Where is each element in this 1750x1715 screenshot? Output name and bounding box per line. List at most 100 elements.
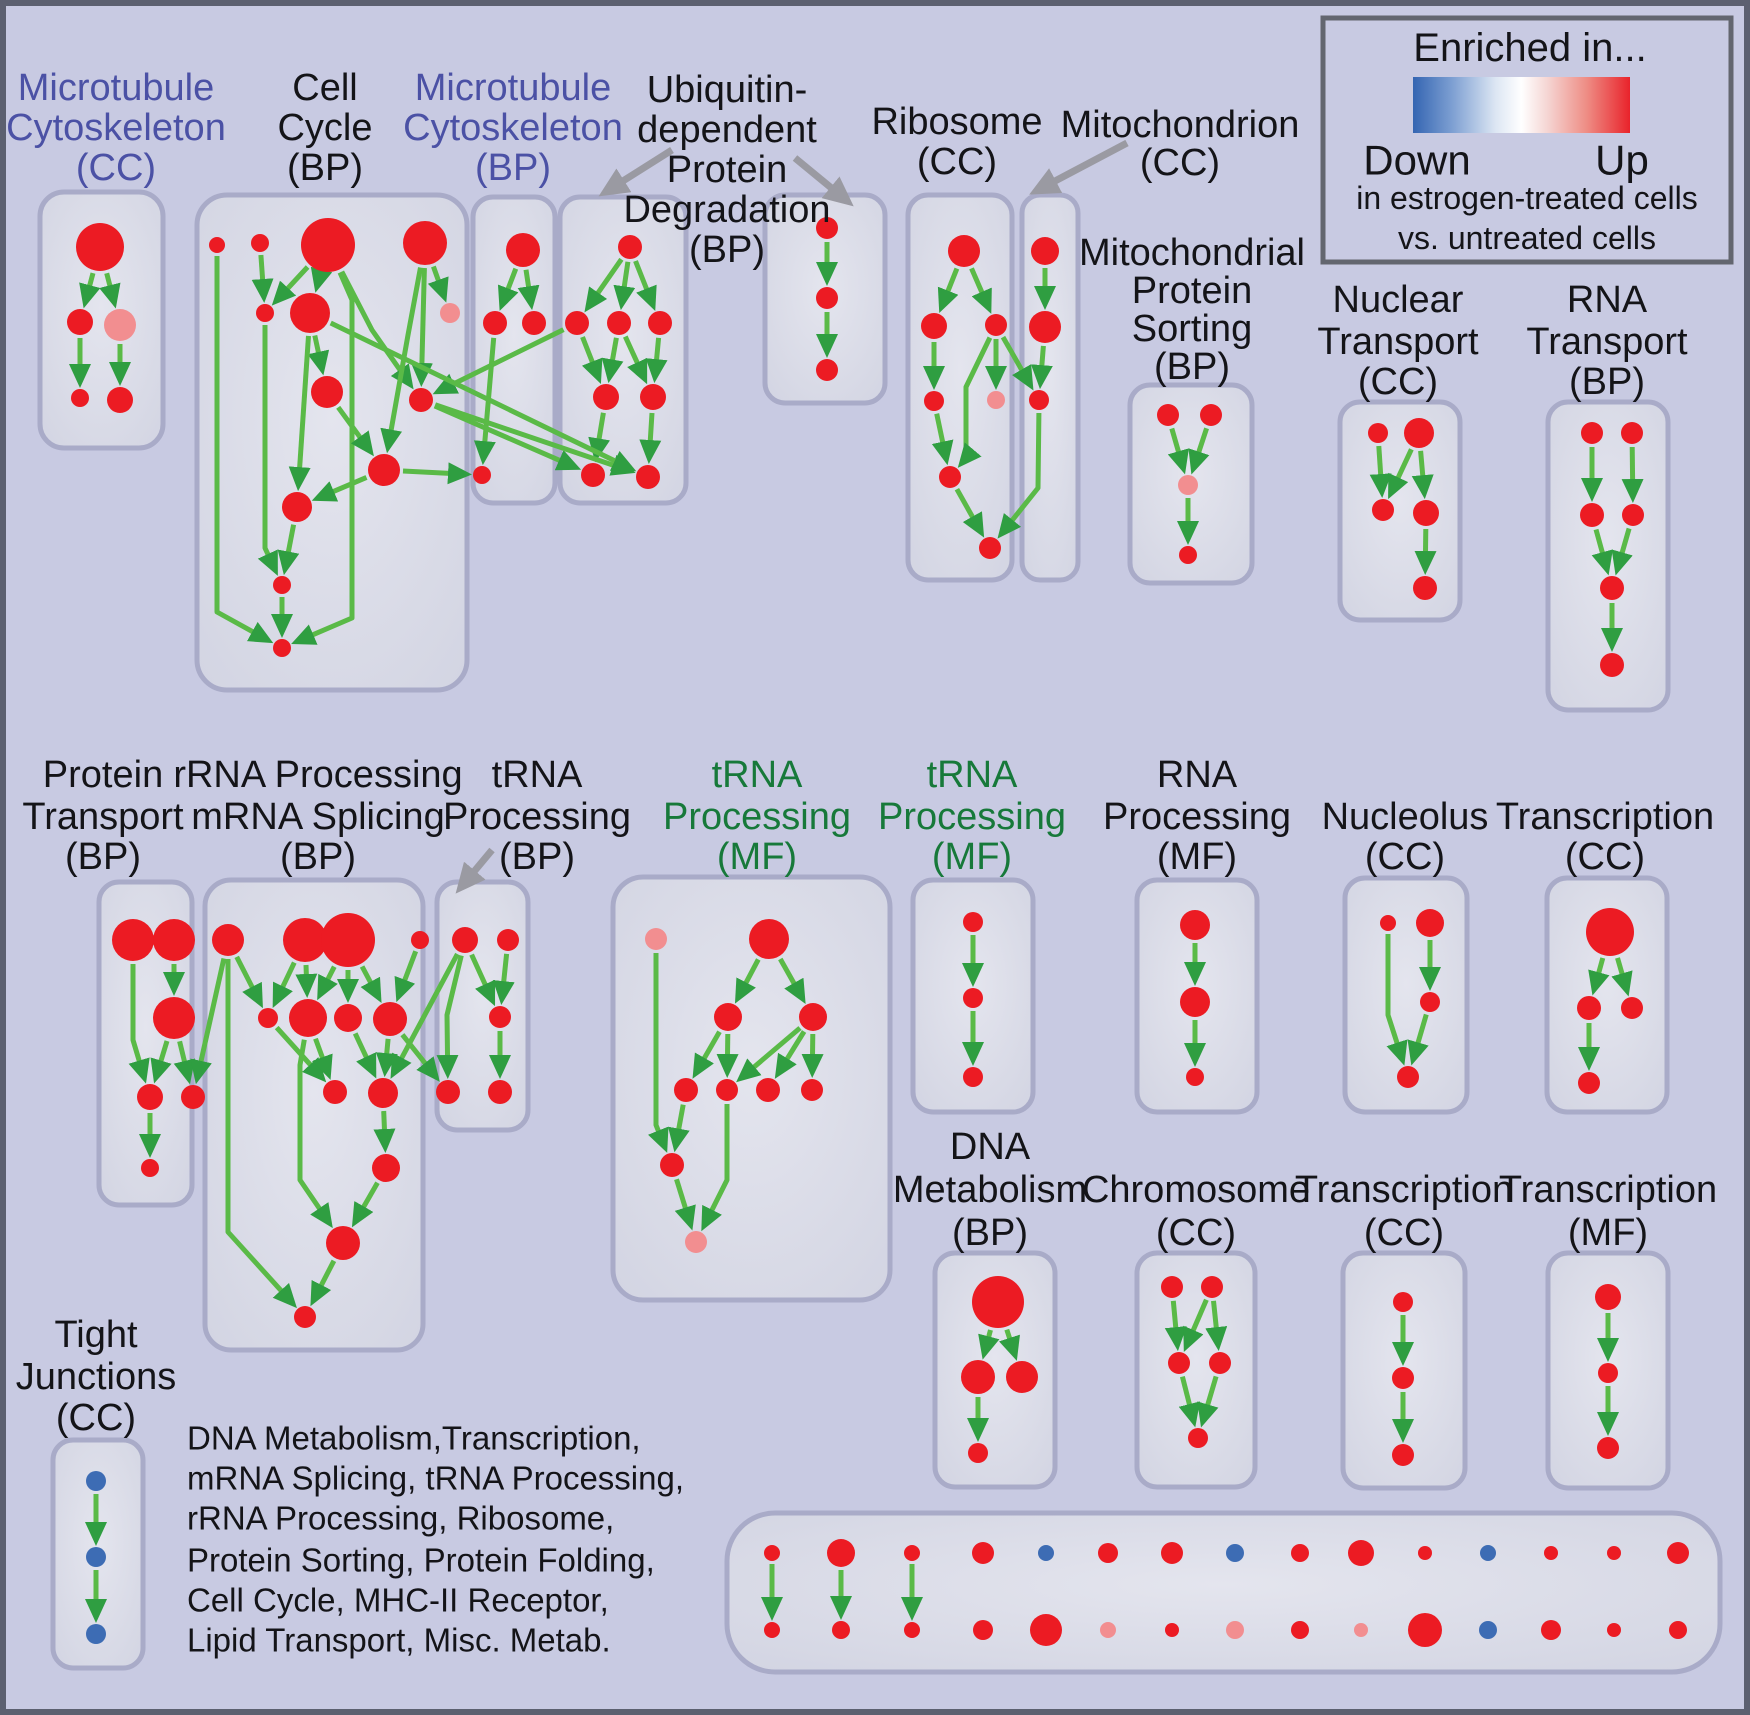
- go-node: [1479, 1621, 1497, 1639]
- cluster-label-rna-transport-bp: (BP): [1569, 361, 1645, 403]
- cluster-label-mitochondrion-cc: (CC): [1140, 142, 1220, 184]
- go-node: [1621, 422, 1643, 444]
- cluster-label-ribosome-cc: (CC): [917, 141, 997, 183]
- go-node: [209, 237, 225, 253]
- cluster-box-nucleolus-cc: [1342, 875, 1470, 1115]
- go-node: [1200, 404, 1222, 426]
- go-edge: [580, 336, 603, 384]
- go-edge: [931, 413, 954, 466]
- legend-gradient-bar: [1413, 77, 1630, 133]
- go-edge: [1411, 450, 1434, 500]
- go-node: [411, 931, 429, 949]
- go-node: [1480, 1545, 1496, 1561]
- go-node: [660, 1153, 684, 1177]
- go-node: [801, 1079, 823, 1101]
- go-edge: [1414, 528, 1437, 575]
- go-edge: [190, 957, 227, 1085]
- cluster-label-mito-protein-sorting: Sorting: [1132, 308, 1252, 350]
- go-node: [104, 309, 136, 341]
- go-node: [76, 223, 124, 271]
- go-node: [685, 1231, 707, 1253]
- go-edge: [297, 1039, 333, 1229]
- go-node: [1669, 1621, 1687, 1639]
- go-edge: [291, 271, 355, 645]
- go-node: [904, 1545, 920, 1561]
- misc-cluster-caption-line: mRNA Splicing, tRNA Processing,: [187, 1460, 684, 1497]
- cluster-label-ubiquitin-degradation: Ubiquitin-: [647, 69, 808, 111]
- go-node: [86, 1471, 106, 1491]
- go-node: [764, 1622, 780, 1638]
- cluster-label-rrna-mrna-bp: mRNA Splicing: [191, 796, 444, 838]
- go-edge: [310, 266, 333, 293]
- go-edge: [1178, 1375, 1201, 1428]
- cluster-label-rna-transport-bp: Transport: [1526, 321, 1688, 363]
- go-node: [409, 388, 433, 412]
- go-node: [799, 1003, 827, 1031]
- go-node: [1600, 653, 1624, 677]
- go-node: [71, 389, 89, 407]
- go-node: [972, 1542, 994, 1564]
- go-node: [1226, 1544, 1244, 1562]
- cluster-label-protein-transport-bp: (BP): [65, 836, 141, 878]
- go-node: [716, 1079, 738, 1101]
- cluster-box-nuclear-transport-cc: [1337, 399, 1463, 623]
- go-node: [963, 912, 983, 932]
- legend-up-label: Up: [1595, 137, 1649, 184]
- go-node: [283, 918, 327, 962]
- cluster-label-tight-junctions-cc: Junctions: [16, 1356, 177, 1398]
- go-node: [483, 311, 507, 335]
- cluster-label-trna-processing-mf-1: tRNA: [712, 754, 803, 796]
- go-node: [1597, 1437, 1619, 1459]
- go-edge: [639, 412, 662, 464]
- cluster-label-transcription-mf: (MF): [1568, 1212, 1648, 1254]
- misc-cluster-caption-line: Protein Sorting, Protein Folding,: [187, 1542, 655, 1579]
- go-edge: [667, 1104, 690, 1153]
- go-node: [1380, 915, 1396, 931]
- cluster-label-trna-processing-mf-1: Processing: [663, 796, 851, 838]
- go-node: [273, 639, 291, 657]
- cluster-label-nuclear-transport-cc: Transport: [1317, 321, 1479, 363]
- go-node: [489, 1006, 511, 1028]
- go-edge: [1407, 1013, 1429, 1066]
- go-edge: [272, 961, 297, 1009]
- misc-cluster-caption-line: rRNA Processing, Ribosome,: [187, 1500, 614, 1537]
- go-edge: [317, 965, 338, 1001]
- go-node: [1416, 909, 1444, 937]
- go-node: [294, 1306, 316, 1328]
- cluster-label-mito-protein-sorting: Mitochondrial: [1079, 232, 1305, 274]
- go-edge: [329, 320, 637, 472]
- go-node: [963, 1067, 983, 1087]
- cluster-label-mitochondrion-cc: Mitochondrion: [1061, 104, 1300, 146]
- go-node: [1393, 1292, 1413, 1312]
- go-node: [749, 919, 789, 959]
- legend-box: [1320, 15, 1734, 265]
- go-edge: [633, 260, 657, 311]
- legend-title: Enriched in...: [1413, 26, 1646, 70]
- go-edge: [1388, 448, 1414, 500]
- go-node: [1595, 1284, 1621, 1310]
- go-edge: [1030, 345, 1053, 390]
- misc-cluster-caption-line: Cell Cycle, MHC-II Receptor,: [187, 1582, 609, 1619]
- go-edge: [173, 1040, 196, 1085]
- go-edge: [623, 335, 648, 385]
- go-node: [816, 217, 838, 239]
- go-node: [1598, 1363, 1618, 1383]
- cluster-box-protein-transport-bp: [96, 879, 195, 1208]
- go-node: [212, 924, 244, 956]
- go-node: [1372, 499, 1394, 521]
- go-edge: [373, 1110, 396, 1153]
- go-node: [648, 311, 672, 335]
- go-edge: [701, 1104, 730, 1232]
- go-node: [86, 1624, 106, 1644]
- go-node: [403, 221, 447, 265]
- go-edge: [978, 1329, 1000, 1360]
- cluster-label-transcription-cc-row2: Transcription: [1496, 796, 1714, 838]
- go-node: [251, 234, 269, 252]
- cluster-label-microtubule-bp: (BP): [475, 147, 551, 189]
- go-edge: [1385, 934, 1408, 1066]
- go-node: [321, 913, 375, 967]
- go-edge: [999, 1328, 1020, 1361]
- go-node: [273, 576, 291, 594]
- go-node: [1544, 1546, 1558, 1560]
- go-edge: [375, 1038, 398, 1078]
